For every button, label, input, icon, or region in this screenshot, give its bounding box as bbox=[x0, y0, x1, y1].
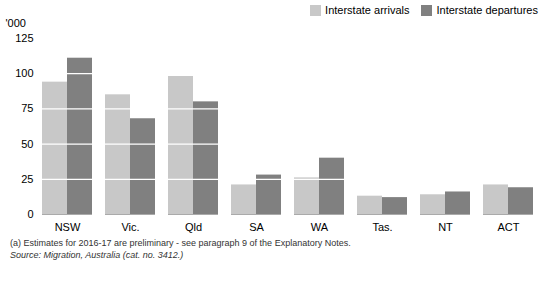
svg-text:50: 50 bbox=[21, 138, 33, 150]
svg-text:100: 100 bbox=[15, 67, 33, 79]
svg-text:Tas.: Tas. bbox=[372, 221, 392, 233]
svg-text:Qld: Qld bbox=[185, 221, 202, 233]
html-text:Interstate departures: Interstate departures bbox=[436, 4, 538, 16]
svg-text:25: 25 bbox=[21, 173, 33, 185]
svg-text:125: 125 bbox=[15, 32, 33, 44]
svg-text:0: 0 bbox=[27, 208, 33, 220]
svg-text:SA: SA bbox=[249, 221, 264, 233]
html-text:Source: Migration, Australia (: Source: Migration, Australia (cat. no. 3… bbox=[10, 249, 184, 260]
svg-text:'000: '000 bbox=[6, 17, 26, 29]
svg-text:ACT: ACT bbox=[498, 221, 520, 233]
svg-text:NSW: NSW bbox=[55, 221, 81, 233]
html-text:(a) Estimates for 2016-17 are: (a) Estimates for 2016-17 are preliminar… bbox=[10, 238, 351, 248]
svg-text:Vic.: Vic. bbox=[121, 221, 139, 233]
svg-text:75: 75 bbox=[21, 102, 33, 114]
svg-text:WA: WA bbox=[311, 221, 329, 233]
svg-text:NT: NT bbox=[438, 221, 453, 233]
html-text:Interstate arrivals: Interstate arrivals bbox=[325, 4, 410, 16]
